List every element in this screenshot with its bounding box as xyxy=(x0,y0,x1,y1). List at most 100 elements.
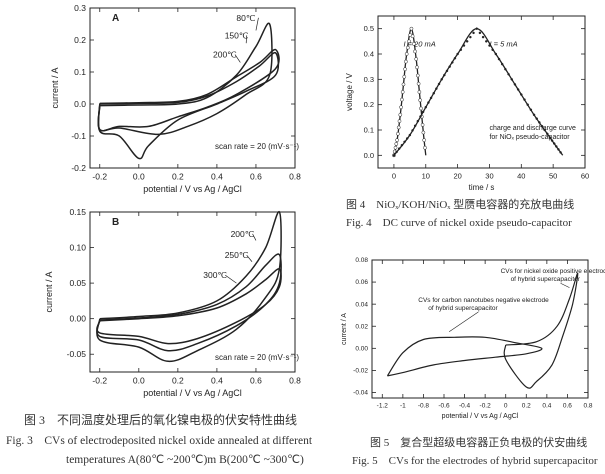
x-axis-label: potential / V vs Ag / AgCl xyxy=(143,184,242,194)
dc-marker xyxy=(398,112,403,117)
y-tick-label: 0.2 xyxy=(74,35,86,45)
y-tick-label: 0.3 xyxy=(74,3,86,13)
x-tick-label: 50 xyxy=(549,172,557,181)
dc-marker xyxy=(397,147,401,150)
dc-marker xyxy=(417,90,422,94)
dc-marker xyxy=(392,154,396,157)
y-tick-label: 0.1 xyxy=(364,126,374,135)
series-label-leader xyxy=(225,274,237,284)
x-axis-label: potential / V vs Ag / AgCl xyxy=(442,413,519,420)
x-tick-label: -0.6 xyxy=(438,403,450,410)
plot-frame xyxy=(377,15,586,169)
dc-marker xyxy=(532,113,536,117)
dc-marker xyxy=(406,45,410,50)
dc-marker xyxy=(550,139,554,142)
dc-marker xyxy=(404,52,409,56)
dc-marker xyxy=(401,82,406,87)
y-tick-label: -0.04 xyxy=(353,390,368,397)
series-label-leader xyxy=(255,17,259,31)
dc-marker xyxy=(445,69,449,73)
series-label-leader xyxy=(245,35,248,44)
dc-marker xyxy=(397,119,402,123)
dc-marker xyxy=(403,140,406,144)
dc-marker xyxy=(516,88,520,91)
y-tick-label: 0.08 xyxy=(355,257,368,264)
panel-label: B xyxy=(112,217,119,228)
cv-curve xyxy=(96,268,282,345)
dc-marker xyxy=(535,117,538,120)
dc-marker xyxy=(421,130,426,135)
x-tick-label: 0 xyxy=(504,403,508,410)
series-label: 250℃ xyxy=(225,250,249,260)
dc-marker xyxy=(418,98,423,103)
dc-marker xyxy=(475,27,478,30)
fig4-annotation-2: for NiOₓ pseudo-capacitor xyxy=(489,134,570,141)
x-axis-label: time / s xyxy=(469,183,495,192)
cv-curve xyxy=(97,48,280,132)
x-tick-label: -1.2 xyxy=(377,403,389,410)
series-label-leader xyxy=(448,311,479,333)
x-tick-label: 0.6 xyxy=(250,376,262,386)
chart-B-panel: -0.2 0.0 0.2 0.4 0.6 0.8 -0.05 0.00 0.05 0.10 0.15… xyxy=(0,202,320,410)
dc-marker xyxy=(491,48,494,52)
dc-marker xyxy=(540,124,544,128)
dc-marker xyxy=(423,145,427,150)
panel-label: A xyxy=(112,13,119,24)
dc-marker xyxy=(407,39,411,44)
dc-marker xyxy=(485,40,488,43)
series-label: 80℃ xyxy=(236,13,255,23)
dc-marker xyxy=(415,65,419,70)
series-label: I = 5 mA xyxy=(489,39,517,48)
series-label: 150℃ xyxy=(225,30,249,40)
chart-fig5-panel: -1.2 -1 -0.8 -0.6 -0.4 -0.2 0 0.2 0.4 0.6 0.8 -0.04… xyxy=(330,248,605,433)
dc-marker xyxy=(415,73,420,78)
x-tick-label: 0 xyxy=(392,172,396,181)
y-tick-label: 0.2 xyxy=(364,100,374,109)
dc-marker xyxy=(559,151,562,154)
y-tick-label: 0.4 xyxy=(364,50,374,59)
dc-marker xyxy=(513,83,517,86)
y-tick-label: 0.15 xyxy=(69,207,86,217)
x-tick-label: 0.0 xyxy=(133,376,145,386)
fig5-caption-en: Fig. 5 CVs for the electrodes of hybrid … xyxy=(352,455,598,467)
dc-marker xyxy=(443,73,446,77)
dc-marker xyxy=(500,62,504,66)
y-axis-label: current / A xyxy=(50,67,60,108)
dc-marker xyxy=(416,81,421,86)
series-label-line1: CVs for carbon nanotubes negative electr… xyxy=(418,297,549,304)
dc-marker xyxy=(507,73,510,76)
series-label: 200℃ xyxy=(213,50,237,60)
dc-marker xyxy=(400,143,404,147)
x-tick-label: -1 xyxy=(400,403,406,410)
dc-marker xyxy=(465,40,469,43)
chart-fig5: -1.2 -1 -0.8 -0.6 -0.4 -0.2 0 0.2 0.4 0.6 0.8 -0.04… xyxy=(341,257,605,420)
x-tick-label: 0.6 xyxy=(563,403,572,410)
fig5-caption-cn: 图 5 复合型超级电容器正负电极的伏安曲线 xyxy=(370,437,588,449)
dc-marker xyxy=(419,115,422,118)
y-tick-label: 0.05 xyxy=(69,278,86,288)
dc-marker xyxy=(420,123,425,127)
x-tick-label: -0.2 xyxy=(92,172,107,182)
x-tick-label: 20 xyxy=(453,172,461,181)
dc-marker xyxy=(462,44,466,47)
dc-marker xyxy=(429,96,433,100)
dc-marker xyxy=(414,57,419,61)
plot-frame xyxy=(89,7,296,169)
y-tick-label: -0.1 xyxy=(71,131,86,141)
series-label-leader xyxy=(560,282,570,288)
dc-marker xyxy=(459,48,463,52)
dc-marker xyxy=(410,34,415,39)
dc-marker xyxy=(488,44,491,47)
fig4-caption-cn: 图 4 NiOₓ/KOH/NiOₓ 型赝电容器的充放电曲线 xyxy=(346,199,575,211)
y-tick-label: 0.0 xyxy=(364,151,374,160)
y-tick-label: 0.5 xyxy=(364,24,374,33)
dc-marker xyxy=(413,49,417,54)
x-tick-label: 0.8 xyxy=(289,376,301,386)
dc-marker xyxy=(421,110,425,114)
dc-marker xyxy=(394,142,399,146)
fig3-caption-cn: 图 3 不同温度处理后的氧化镍电极的伏安特性曲线 xyxy=(24,413,298,427)
y-axis-label: voltage / V xyxy=(345,72,354,110)
dc-marker xyxy=(399,105,403,110)
x-tick-label: 0.4 xyxy=(211,172,223,182)
dc-marker xyxy=(497,57,501,61)
